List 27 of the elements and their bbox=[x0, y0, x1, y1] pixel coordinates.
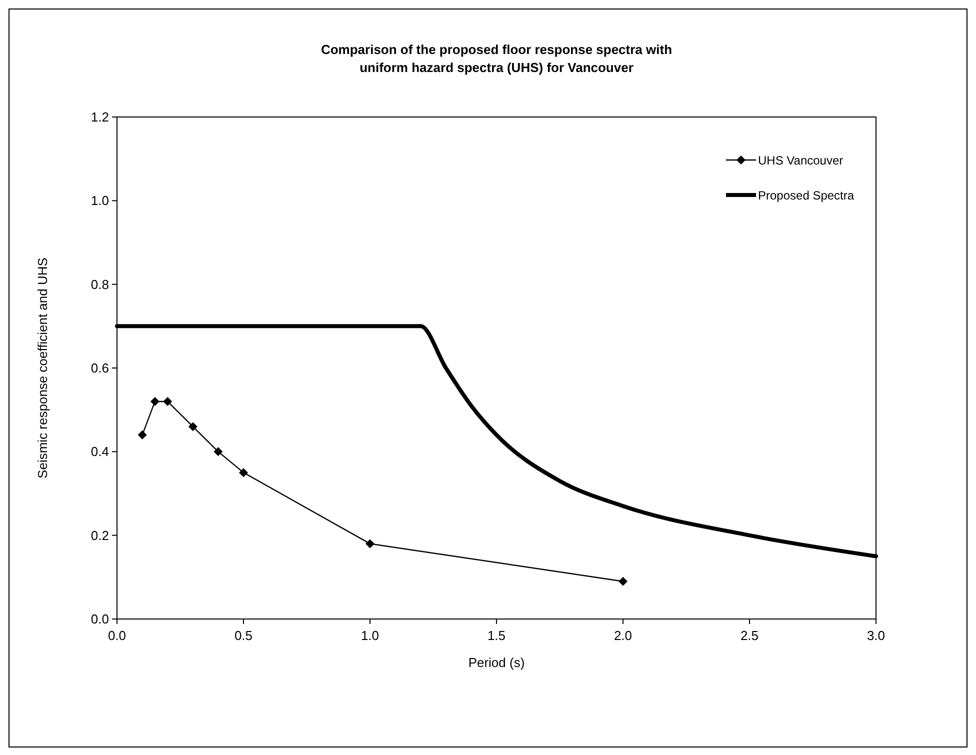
legend-label: UHS Vancouver bbox=[758, 154, 844, 168]
y-tick-label: 0.8 bbox=[90, 276, 109, 292]
x-axis-title: Period (s) bbox=[468, 655, 525, 670]
x-tick-label: 0.0 bbox=[108, 628, 126, 643]
y-tick-label: 0.0 bbox=[90, 612, 109, 626]
x-tick-label: 1.0 bbox=[360, 628, 380, 643]
y-tick-label: 0.2 bbox=[90, 528, 109, 543]
point bbox=[138, 430, 147, 440]
point bbox=[214, 447, 223, 456]
legend-label: Proposed Spectra bbox=[758, 188, 854, 202]
x-tick-label: 1.5 bbox=[487, 628, 506, 643]
point bbox=[366, 539, 374, 548]
x-tick-label: 0.5 bbox=[234, 628, 253, 643]
x-tick-label: 2.0 bbox=[614, 628, 632, 643]
y-tick-label: 1.2 bbox=[90, 110, 109, 124]
x-tick-label: 2.5 bbox=[740, 628, 759, 643]
point bbox=[150, 396, 160, 406]
point bbox=[163, 396, 172, 406]
x-tick-label: 3.0 bbox=[866, 628, 886, 643]
y-axis-title: Seismic response coefficient and UHS bbox=[35, 257, 50, 478]
y-tick-label: 0.6 bbox=[90, 360, 109, 376]
point bbox=[239, 468, 248, 478]
y-tick-label: 0.4 bbox=[90, 444, 109, 460]
point bbox=[188, 422, 198, 432]
chart-title: Comparison of the proposed floor response spectra with uniform hazard spectra (UHS) for Vancouver bbox=[320, 42, 672, 75]
point bbox=[618, 576, 628, 586]
y-tick-label: 1.0 bbox=[90, 193, 109, 208]
